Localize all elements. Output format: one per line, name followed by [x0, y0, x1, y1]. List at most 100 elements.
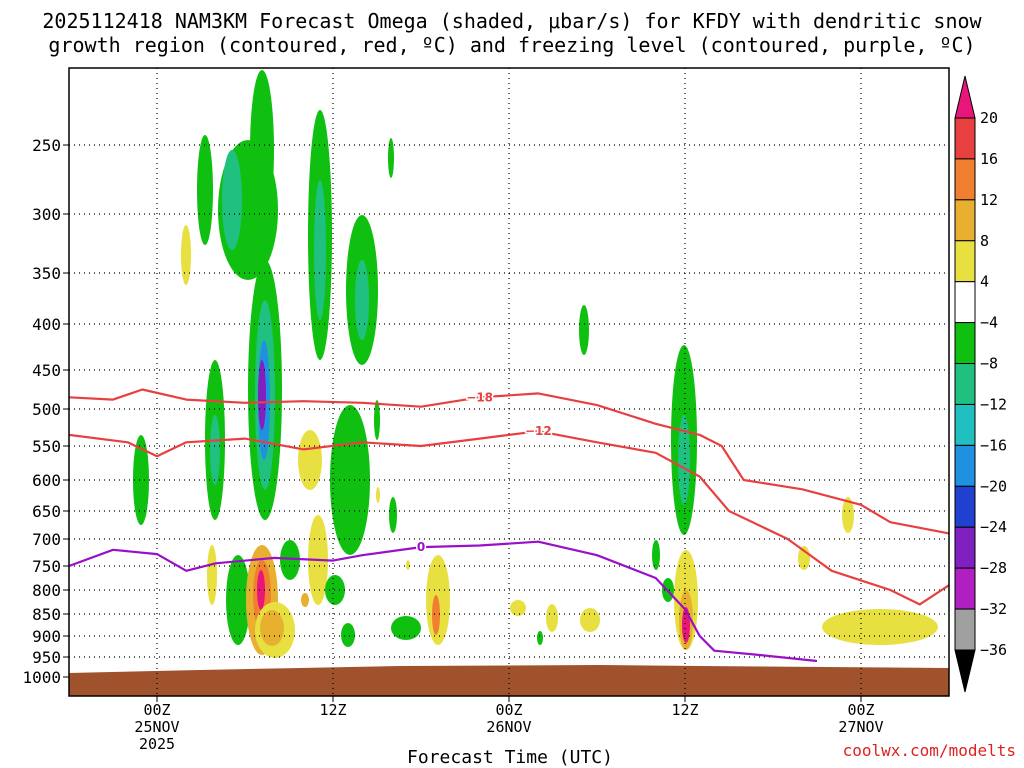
- x-tick-label: 2025: [139, 735, 175, 753]
- y-tick-label: 450: [32, 361, 61, 380]
- colorbar-label: −4: [980, 314, 998, 332]
- omega-shade-region: [133, 435, 149, 525]
- y-axis: 250 300 350 400 450 500 550 600 650 700 750 800 850 9…: [22, 136, 69, 687]
- colorbar-label: 12: [980, 191, 998, 209]
- colorbar-segment: [954, 526, 976, 569]
- colorbar-segment: [954, 485, 976, 528]
- y-tick-label: 800: [32, 581, 61, 600]
- colorbar-label: −24: [980, 518, 1007, 536]
- omega-shade-region: [374, 400, 380, 440]
- omega-shade-region: [391, 616, 421, 640]
- omega-shade-region: [257, 570, 265, 610]
- colorbar-label: 16: [980, 150, 998, 168]
- chart-title-line1: 2025112418 NAM3KM Forecast Omega (shaded…: [42, 9, 982, 33]
- colorbar-segment: [954, 158, 976, 201]
- omega-shade-region: [510, 600, 526, 616]
- colorbar-segment: [954, 567, 976, 610]
- omega-shade-region: [388, 138, 394, 178]
- colorbar-segment: [954, 281, 976, 324]
- credit-text: coolwx.com/modelts: [843, 741, 1016, 760]
- x-tick-label: 27NOV: [838, 718, 883, 736]
- colorbar-label: −8: [980, 355, 998, 373]
- omega-shade-region: [546, 604, 558, 632]
- colorbar-label: −12: [980, 395, 1007, 413]
- colorbar-label: −32: [980, 600, 1007, 618]
- colorbar-segment: [954, 199, 976, 242]
- omega-shade-region: [537, 631, 543, 645]
- colorbar-segment: [954, 444, 976, 487]
- omega-shade-region: [258, 360, 266, 430]
- y-tick-label: 850: [32, 605, 61, 624]
- omega-shade-region: [678, 415, 690, 505]
- omega-shade-region: [207, 545, 217, 605]
- gridlines: [69, 68, 949, 696]
- x-tick-label: 00Z: [847, 701, 874, 719]
- omega-shade-region: [314, 180, 326, 320]
- x-tick-label: 12Z: [671, 701, 698, 719]
- y-tick-label: 700: [32, 530, 61, 549]
- ground-surface: [69, 665, 949, 696]
- colorbar-segment: [954, 322, 976, 365]
- colorbar-label: 20: [980, 109, 998, 127]
- y-tick-label: 1000: [22, 668, 61, 687]
- omega-shade-region: [301, 593, 309, 607]
- omega-shade-region: [197, 135, 213, 245]
- colorbar-segment: [954, 240, 976, 283]
- colorbar-label: −20: [980, 477, 1007, 495]
- omega-shade-region: [376, 487, 380, 503]
- contours: −18 −12 0: [68, 388, 950, 663]
- omega-shade-region: [355, 260, 369, 340]
- x-tick-label: 00Z: [495, 701, 522, 719]
- omega-shade-region: [406, 560, 410, 570]
- y-tick-label: 600: [32, 471, 61, 490]
- omega-shade-region: [325, 575, 345, 605]
- omega-shade-region: [210, 415, 220, 485]
- y-tick-label: 950: [32, 648, 61, 667]
- isotherm-m18-contour-label: −18: [466, 390, 493, 404]
- x-tick-label: 00Z: [143, 701, 170, 719]
- y-tick-label: 750: [32, 557, 61, 576]
- omega-shade-region: [260, 610, 284, 646]
- y-tick-label: 400: [32, 315, 61, 334]
- colorbar-label: −36: [980, 641, 1007, 659]
- omega-shade-region: [579, 305, 589, 355]
- colorbar-label: 4: [980, 273, 989, 291]
- x-axis-title: Forecast Time (UTC): [407, 747, 613, 768]
- omega-shade-region: [226, 555, 250, 645]
- isotherm-m18-contour: [68, 388, 950, 535]
- freezing-level-contour-label: 0: [417, 540, 425, 554]
- omega-shade-region: [341, 623, 355, 647]
- isotherm-m12-contour-label: −12: [525, 424, 552, 438]
- x-tick-label: 26NOV: [486, 718, 531, 736]
- x-tick-label: 25NOV: [134, 718, 179, 736]
- omega-shade-region: [652, 540, 660, 570]
- colorbar-label: 8: [980, 232, 989, 250]
- colorbar-segment: [954, 363, 976, 405]
- omega-shade-region: [298, 430, 322, 490]
- omega-shade-region: [842, 497, 854, 533]
- colorbar-segment: [954, 117, 976, 160]
- x-tick-label: 12Z: [319, 701, 346, 719]
- omega-shade-region: [181, 225, 191, 285]
- omega-shade-region: [432, 595, 440, 635]
- colorbar-bottom-arrow: [954, 649, 976, 693]
- y-tick-label: 300: [32, 205, 61, 224]
- colorbar: 20 16 12 8 4 −4 −8 −12 −16 −20 −24 −28 −32 −36: [954, 75, 1007, 693]
- omega-shade-region: [389, 497, 397, 533]
- y-tick-label: 900: [32, 627, 61, 646]
- y-tick-label: 500: [32, 400, 61, 419]
- colorbar-segment: [954, 403, 976, 446]
- colorbar-label: −16: [980, 436, 1007, 454]
- y-tick-label: 250: [32, 136, 61, 155]
- omega-shade-region: [580, 608, 600, 632]
- colorbar-segment: [954, 608, 976, 651]
- y-tick-label: 350: [32, 264, 61, 283]
- colorbar-top-arrow: [954, 75, 976, 119]
- y-tick-label: 650: [32, 502, 61, 521]
- freezing-level-contour: [68, 540, 818, 663]
- chart-title-line2: growth region (contoured, red, ºC) and f…: [48, 33, 975, 57]
- colorbar-label: −28: [980, 559, 1007, 577]
- y-tick-label: 550: [32, 437, 61, 456]
